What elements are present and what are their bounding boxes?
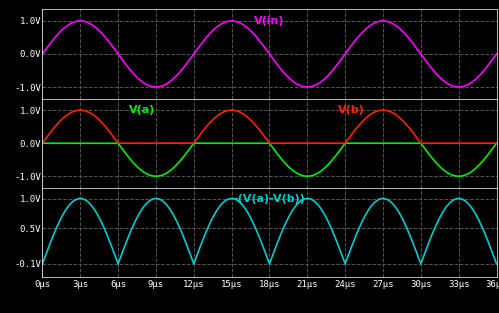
Text: V(a): V(a) bbox=[129, 105, 156, 115]
Text: -(V(a)-V(b)): -(V(a)-V(b)) bbox=[234, 194, 305, 204]
Text: V(b): V(b) bbox=[338, 105, 365, 115]
Text: V(in): V(in) bbox=[254, 16, 285, 26]
